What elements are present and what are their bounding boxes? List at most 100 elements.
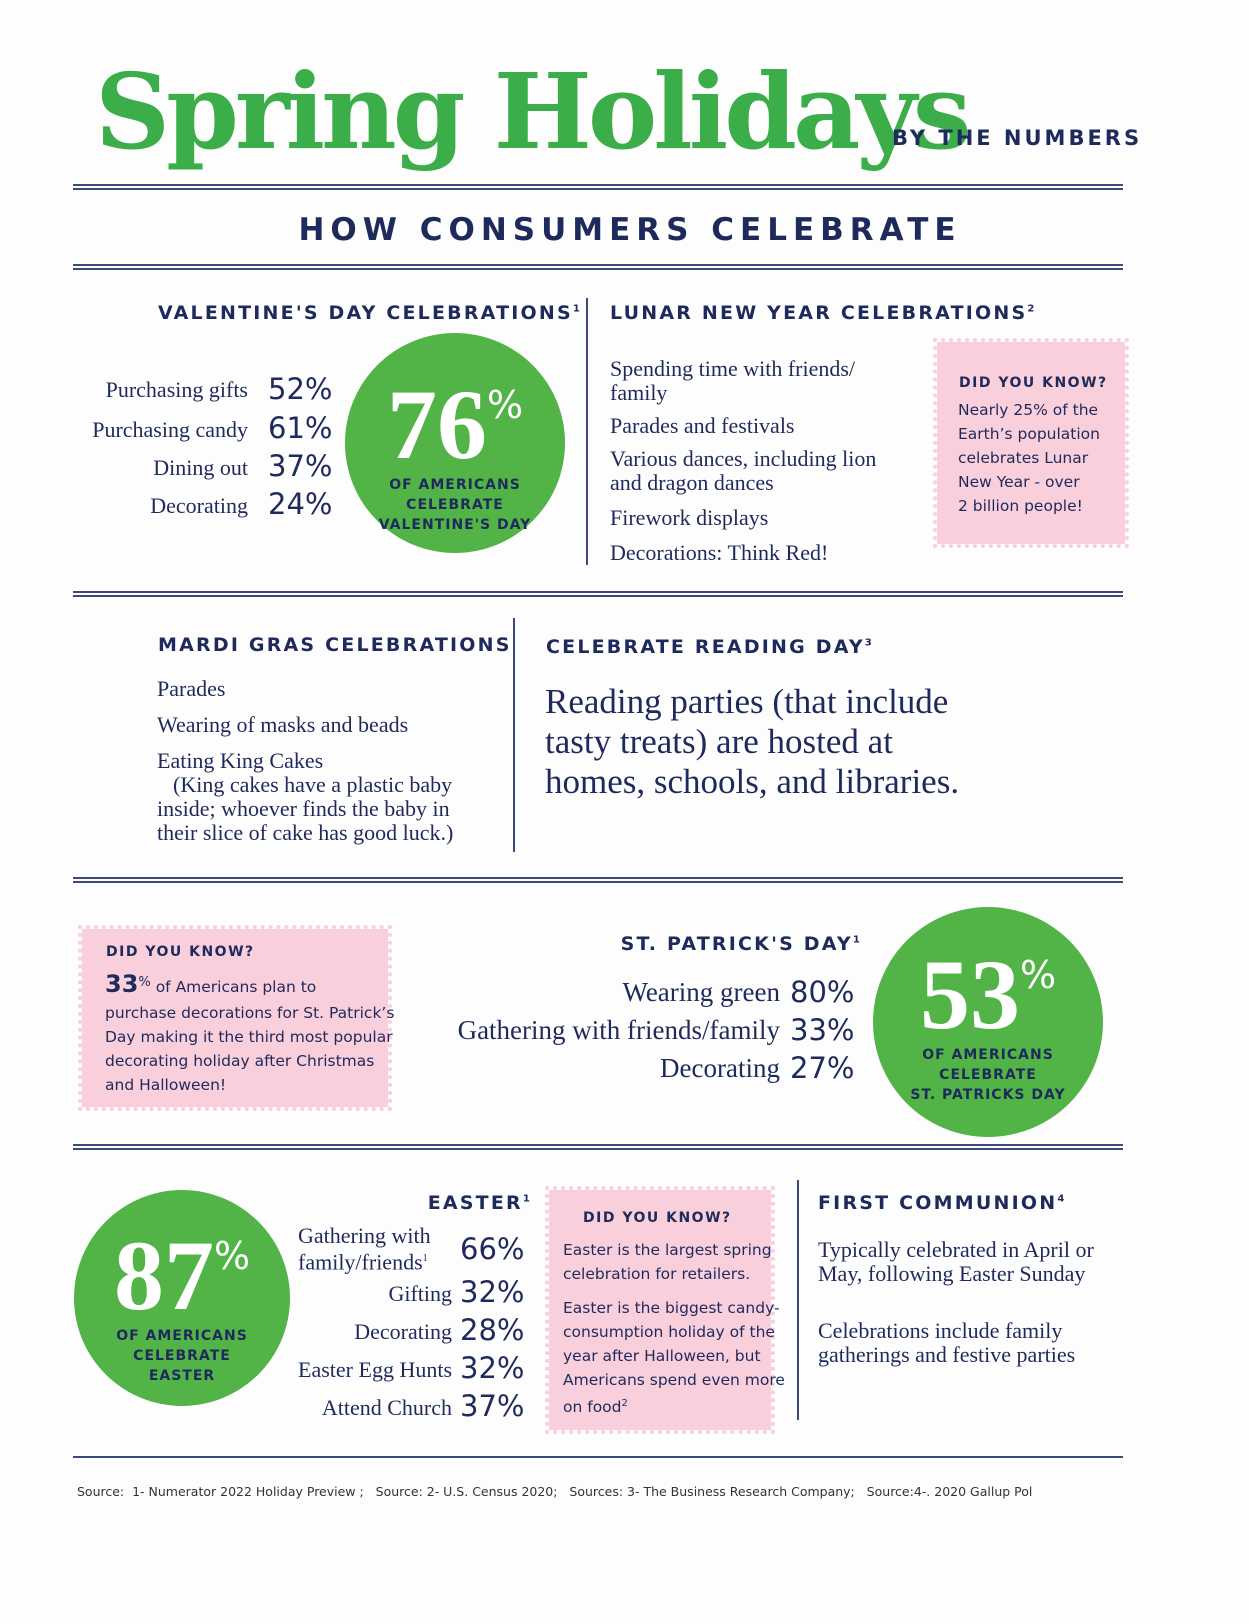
- divider: [73, 264, 1123, 270]
- item: Various dances, including lion: [610, 446, 877, 471]
- box-text: celebration for retailers.: [563, 1265, 751, 1283]
- box-lead: 33: [105, 970, 139, 999]
- item: Spending time with friends/: [610, 356, 856, 381]
- subtitle: BY THE NUMBERS: [892, 126, 1143, 150]
- divider: [73, 591, 1123, 597]
- footnote: 2: [621, 1398, 628, 1409]
- item-value: 32%: [460, 1351, 525, 1385]
- item-label: Purchasing candy: [92, 417, 248, 442]
- item-label: Easter Egg Hunts: [298, 1357, 452, 1382]
- heading-text: ST. PATRICK'S DAY: [620, 933, 853, 955]
- box-text: Easter is the largest spring: [563, 1241, 772, 1259]
- st-patricks-heading: ST. PATRICK'S DAY1: [500, 933, 862, 955]
- item: Wearing of masks and beads: [157, 712, 409, 737]
- item-value: 61%: [268, 411, 333, 445]
- did-you-know-box: DID YOU KNOW? Easter is the largest spri…: [545, 1186, 785, 1434]
- item: Decorations: Think Red!: [610, 540, 829, 565]
- box-text: New Year - over: [958, 473, 1080, 491]
- sources: Source: 1- Numerator 2022 Holiday Previe…: [77, 1484, 1033, 1499]
- communion-text: gatherings and festive parties: [818, 1342, 1076, 1367]
- item: Firework displays: [610, 505, 769, 530]
- label-text: family/friends: [298, 1249, 423, 1275]
- heading-text: VALENTINE'S DAY CELEBRATIONS: [158, 302, 573, 324]
- stat-unit: %: [1019, 953, 1057, 997]
- stat-number: 53: [919, 939, 1020, 1050]
- valentines-heading: VALENTINE'S DAY CELEBRATIONS1: [158, 302, 582, 324]
- box-text: consumption holiday of the: [563, 1323, 775, 1341]
- item-label: Decorating: [660, 1053, 780, 1083]
- stat-number: 87: [113, 1220, 214, 1331]
- stat-unit: %: [486, 383, 524, 427]
- mardi-gras-heading: MARDI GRAS CELEBRATIONS: [158, 634, 512, 656]
- heading-text: EASTER: [427, 1192, 523, 1214]
- item: Parades: [157, 676, 226, 701]
- item-label: Decorating: [354, 1319, 452, 1344]
- item-label: Attend Church: [321, 1395, 452, 1420]
- reading-text: homes, schools, and libraries.: [545, 762, 960, 801]
- box-text: on food2: [563, 1392, 628, 1419]
- communion-text: Celebrations include family: [818, 1318, 1063, 1343]
- stat-unit: %: [213, 1234, 251, 1278]
- reading-text: tasty treats) are hosted at: [545, 722, 893, 761]
- footnote: 1: [522, 1193, 532, 1205]
- caption: OF AMERICANS: [116, 1328, 248, 1344]
- item: and dragon dances: [610, 470, 774, 495]
- item: Parades and festivals: [610, 413, 795, 438]
- footnote: 4: [1057, 1193, 1067, 1205]
- box-title: DID YOU KNOW?: [583, 1210, 732, 1226]
- box-title: DID YOU KNOW?: [959, 375, 1108, 391]
- footnote: 1: [572, 303, 583, 315]
- box-text: Day making it the third most popular: [105, 1028, 393, 1046]
- box-text: decorating holiday after Christmas: [105, 1052, 375, 1070]
- box-text: Easter is the biggest candy-: [563, 1299, 780, 1317]
- divider: [73, 877, 1123, 883]
- item-value: 24%: [268, 487, 333, 521]
- item-label: family/friends1: [298, 1247, 428, 1274]
- caption: CELEBRATE: [133, 1348, 231, 1364]
- stat-number: 76: [386, 369, 487, 480]
- note: inside; whoever finds the baby in: [157, 796, 450, 821]
- caption: CELEBRATE: [939, 1067, 1037, 1083]
- section-heading: HOW CONSUMERS CELEBRATE: [298, 212, 962, 248]
- box-title: DID YOU KNOW?: [106, 944, 255, 960]
- stat-circle: 76% OF AMERICANS CELEBRATE VALENTINE'S D…: [345, 333, 565, 553]
- note: (King cakes have a plastic baby: [173, 772, 453, 797]
- divider: [586, 298, 588, 565]
- caption: EASTER: [148, 1368, 216, 1384]
- heading-text: CELEBRATE READING DAY: [546, 636, 865, 658]
- caption: VALENTINE'S DAY: [378, 517, 532, 533]
- item: family: [610, 380, 668, 405]
- item-label: Gathering with friends/family: [457, 1015, 780, 1045]
- heading-text: FIRST COMMUNION: [818, 1192, 1058, 1214]
- communion-text: May, following Easter Sunday: [818, 1261, 1086, 1286]
- caption: CELEBRATE: [406, 497, 504, 513]
- item-label: Gifting: [388, 1281, 452, 1306]
- box-text: 2 billion people!: [958, 497, 1083, 515]
- item-value: 37%: [268, 449, 333, 483]
- communion-heading: FIRST COMMUNION4: [818, 1192, 1066, 1214]
- box-text: purchase decorations for St. Patrick’s: [105, 1004, 395, 1022]
- box-text-part: on food: [563, 1398, 622, 1417]
- reading-text: Reading parties (that include: [545, 682, 949, 721]
- divider: [73, 1144, 1123, 1150]
- item-value: 80%: [790, 975, 855, 1009]
- easter-heading: EASTER1: [330, 1192, 532, 1214]
- footnote: 3: [864, 637, 874, 649]
- heading-text: LUNAR NEW YEAR CELEBRATIONS: [610, 302, 1028, 324]
- box-text: celebrates Lunar: [958, 449, 1089, 467]
- communion-text: Typically celebrated in April or: [818, 1237, 1094, 1262]
- item-value: 52%: [268, 372, 333, 406]
- stat-circle: 53% OF AMERICANS CELEBRATE ST. PATRICKS …: [873, 907, 1103, 1137]
- box-lead-unit: %: [138, 975, 151, 990]
- box-text: year after Halloween, but: [563, 1347, 761, 1365]
- footnote: 2: [1027, 303, 1037, 315]
- divider: [513, 618, 515, 852]
- item: Eating King Cakes: [157, 748, 324, 773]
- caption: OF AMERICANS: [922, 1047, 1054, 1063]
- item-value: 37%: [460, 1389, 525, 1423]
- item-label: Dining out: [153, 455, 248, 480]
- did-you-know-box: DID YOU KNOW? 33% of Americans plan to p…: [78, 925, 394, 1111]
- caption: OF AMERICANS: [389, 477, 521, 493]
